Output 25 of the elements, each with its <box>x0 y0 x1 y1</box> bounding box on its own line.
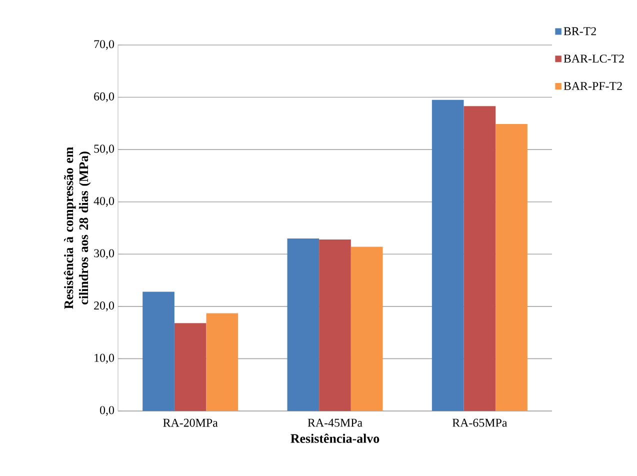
x-axis-title: Resistência-alvo <box>290 434 380 443</box>
bar <box>142 292 174 411</box>
bar <box>319 239 351 411</box>
bar <box>464 106 496 411</box>
y-tick-label: 40,0 <box>94 196 114 207</box>
legend-label: BR-T2 <box>564 27 596 36</box>
y-tick-label: 20,0 <box>94 302 114 312</box>
bar <box>432 100 464 411</box>
x-tick-label: RA-20MPa <box>163 418 218 427</box>
bar <box>174 323 206 411</box>
y-tick-label: 50,0 <box>94 144 114 154</box>
y-tick-label: 10,0 <box>94 354 114 364</box>
x-tick-label: RA-45MPa <box>308 418 362 427</box>
y-tick-label: 30,0 <box>94 249 114 260</box>
bar <box>287 238 320 411</box>
y-axis-title: Resistência à compressão em cilindros aos 28 dias (MPa) <box>64 147 91 309</box>
bar <box>206 313 238 411</box>
y-tick-label: 70,0 <box>94 40 114 50</box>
y-tick-label: 0,0 <box>100 406 114 416</box>
bar <box>496 124 528 411</box>
x-tick-label: RA-65MPa <box>452 418 508 427</box>
legend-label: BAR-PF-T2 <box>564 82 622 90</box>
bar <box>350 246 383 411</box>
y-tick-label: 60,0 <box>94 92 114 102</box>
legend-label: BAR-LC-T2 <box>564 54 624 63</box>
